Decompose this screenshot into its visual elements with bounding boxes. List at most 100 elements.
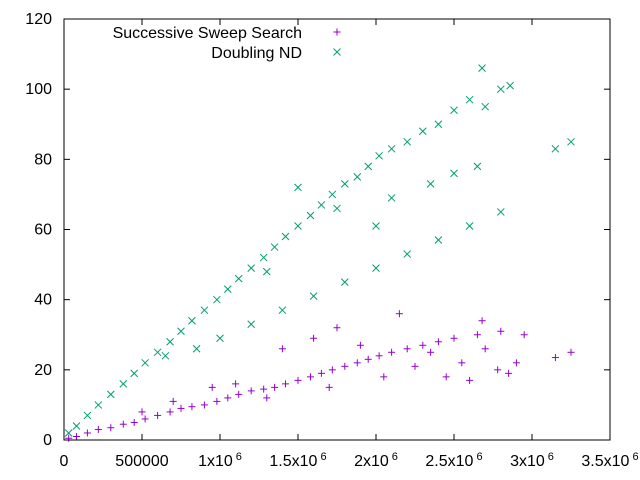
data-point bbox=[473, 331, 481, 339]
data-point bbox=[434, 120, 443, 129]
data-point bbox=[270, 243, 279, 251]
y-tick-label: 100 bbox=[25, 81, 52, 98]
data-point bbox=[294, 222, 302, 230]
data-point bbox=[154, 411, 162, 419]
data-point bbox=[119, 420, 127, 428]
data-point bbox=[388, 348, 396, 356]
data-point bbox=[278, 345, 286, 353]
data-point bbox=[262, 267, 271, 276]
y-tick-label: 40 bbox=[34, 292, 52, 309]
data-point bbox=[138, 408, 146, 416]
data-point bbox=[72, 432, 80, 440]
y-tick-label: 20 bbox=[34, 362, 52, 379]
data-point bbox=[224, 394, 232, 402]
data-point bbox=[465, 95, 474, 104]
data-point bbox=[65, 434, 73, 442]
data-point bbox=[188, 316, 196, 325]
x-tick-label: 1x10 6 bbox=[198, 451, 242, 470]
data-point bbox=[130, 369, 139, 378]
x-tick-label: 500000 bbox=[115, 453, 168, 470]
data-point bbox=[434, 236, 443, 244]
data-point bbox=[216, 334, 224, 343]
legend-marker bbox=[333, 48, 341, 56]
data-point bbox=[200, 306, 209, 315]
plot-frame bbox=[63, 18, 611, 441]
series-1 bbox=[64, 64, 575, 437]
x-tick-label: 3.5x10 6 bbox=[581, 451, 638, 470]
data-point bbox=[418, 127, 427, 136]
data-point bbox=[403, 345, 411, 353]
data-point bbox=[505, 369, 513, 377]
data-point bbox=[294, 376, 302, 384]
data-point bbox=[281, 232, 290, 241]
data-point bbox=[106, 390, 115, 399]
data-point bbox=[192, 344, 201, 353]
data-point bbox=[208, 383, 216, 391]
data-point bbox=[153, 348, 162, 357]
data-point bbox=[481, 102, 490, 111]
data-point bbox=[107, 424, 115, 432]
data-point bbox=[259, 253, 268, 262]
data-point bbox=[263, 394, 271, 402]
data-point bbox=[520, 331, 528, 339]
legend: Successive Sweep Search Doubling ND bbox=[113, 25, 341, 62]
data-point bbox=[247, 387, 255, 395]
data-point bbox=[247, 320, 256, 329]
data-point bbox=[478, 317, 486, 325]
y-tick-label: 0 bbox=[43, 432, 52, 449]
axis-ticks: 0 500000 1x10 6 1.5x10 6 2x10 6 2.5x10 6 3x10 6 3.5x… bbox=[25, 11, 638, 470]
data-point bbox=[380, 373, 388, 381]
data-point bbox=[294, 183, 302, 192]
data-point bbox=[372, 264, 380, 272]
data-points bbox=[64, 64, 575, 442]
data-point bbox=[496, 85, 505, 94]
data-point bbox=[494, 366, 502, 374]
data-point bbox=[161, 351, 170, 360]
data-point bbox=[260, 385, 268, 393]
data-point bbox=[200, 401, 208, 409]
data-point bbox=[478, 64, 486, 72]
data-point bbox=[403, 250, 412, 258]
legend-label: Successive Sweep Search bbox=[113, 25, 302, 42]
data-point bbox=[64, 429, 73, 437]
data-point bbox=[353, 359, 361, 367]
data-point bbox=[72, 422, 81, 430]
data-point bbox=[442, 373, 450, 381]
data-point bbox=[213, 295, 221, 304]
data-point bbox=[341, 362, 349, 370]
data-point bbox=[567, 348, 575, 356]
data-point bbox=[497, 327, 505, 335]
data-point bbox=[465, 222, 474, 230]
series-0 bbox=[65, 310, 575, 442]
data-point bbox=[188, 403, 196, 411]
data-point bbox=[512, 359, 520, 367]
data-point bbox=[427, 348, 435, 356]
data-point bbox=[473, 162, 482, 171]
y-tick-label: 60 bbox=[34, 222, 52, 239]
data-point bbox=[83, 429, 91, 437]
x-tick-label: 2.5x10 6 bbox=[425, 451, 482, 470]
data-point bbox=[247, 264, 256, 272]
data-point bbox=[317, 201, 326, 209]
data-point bbox=[130, 418, 138, 426]
data-point bbox=[353, 173, 362, 181]
data-point bbox=[328, 366, 336, 374]
data-point bbox=[234, 274, 243, 283]
data-point bbox=[364, 355, 372, 363]
data-point bbox=[450, 169, 458, 178]
data-point bbox=[282, 380, 290, 388]
x-tick-label: 0 bbox=[60, 453, 69, 470]
data-point bbox=[328, 190, 337, 199]
data-point bbox=[450, 106, 458, 115]
data-point bbox=[223, 285, 232, 293]
data-point bbox=[166, 337, 174, 346]
data-point bbox=[551, 144, 560, 153]
data-point bbox=[506, 81, 515, 90]
data-point bbox=[306, 373, 314, 381]
data-point bbox=[434, 338, 442, 346]
data-point bbox=[340, 180, 349, 188]
data-point bbox=[83, 411, 92, 420]
data-point bbox=[387, 194, 396, 202]
data-point bbox=[119, 380, 128, 388]
data-point bbox=[177, 327, 185, 336]
